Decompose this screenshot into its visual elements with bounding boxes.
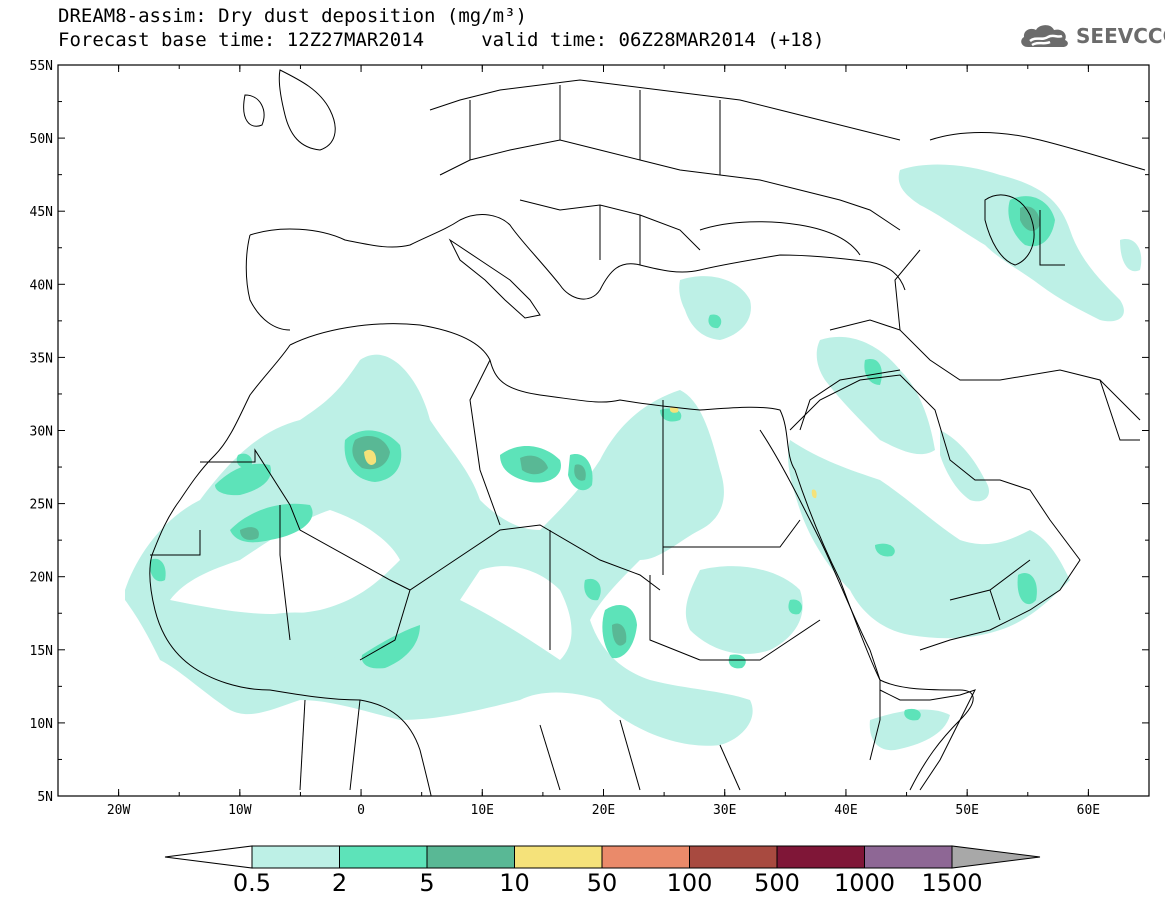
colorbar-under-triangle xyxy=(164,845,253,869)
lat-label: 10N xyxy=(30,717,53,732)
colorbar-swatch xyxy=(689,845,778,869)
colorbar-label: 50 xyxy=(587,869,618,897)
lat-label: 30N xyxy=(30,425,53,440)
lon-label: 10W xyxy=(228,803,252,818)
lat-label: 25N xyxy=(30,498,53,513)
longitude-axis: 20W 10W 0 10E 20E 30E 40E 50E 60E xyxy=(57,65,1150,818)
colorbar-label: 1000 xyxy=(834,869,895,897)
colorbar-label: 0.5 xyxy=(233,869,271,897)
lon-label: 20E xyxy=(592,803,615,818)
lon-label: 40E xyxy=(834,803,857,818)
dust-contours xyxy=(125,164,1142,751)
lat-label: 40N xyxy=(30,278,53,293)
lon-label: 0 xyxy=(357,803,365,818)
lat-label: 55N xyxy=(30,59,53,74)
colorbar-swatch xyxy=(601,845,690,869)
colorbar-label: 5 xyxy=(419,869,434,897)
colorbar-swatch xyxy=(426,845,515,869)
colorbar-swatch xyxy=(776,845,865,869)
colorbar-swatch xyxy=(251,845,340,869)
title-line-2: Forecast base time: 12Z27MAR2014 valid t… xyxy=(58,29,825,51)
colorbar-swatch xyxy=(514,845,603,869)
coastlines-and-borders xyxy=(149,69,1146,796)
lon-label: 50E xyxy=(955,803,978,818)
logo-text: SEEVCCC xyxy=(1076,24,1165,48)
lat-label: 35N xyxy=(30,351,53,366)
contour-level-10-50 xyxy=(364,406,817,499)
lat-label: 5N xyxy=(37,790,53,805)
lat-label: 20N xyxy=(30,571,53,586)
lat-label: 45N xyxy=(30,205,53,220)
colorbar-label: 1500 xyxy=(921,869,982,897)
colorbar: 0.5 2 5 10 50 100 500 1000 1500 xyxy=(164,845,1041,897)
colorbar-swatch xyxy=(339,845,428,869)
lon-label: 20W xyxy=(107,803,131,818)
lat-label: 15N xyxy=(30,644,53,659)
colorbar-over-triangle xyxy=(951,845,1041,869)
colorbar-label: 2 xyxy=(332,869,347,897)
colorbar-label: 100 xyxy=(667,869,713,897)
lon-label: 30E xyxy=(713,803,736,818)
map-title: DREAM8-assim: Dry dust deposition (mg/m³… xyxy=(58,4,824,52)
latitude-axis: 55N 50N 45N 40N 35N 30N 25N 20N 15N 10N 5N xyxy=(30,59,1149,805)
lat-label: 50N xyxy=(30,132,53,147)
colorbar-label: 500 xyxy=(754,869,800,897)
contour-level-0.5-2 xyxy=(125,164,1142,751)
lon-label: 60E xyxy=(1077,803,1100,818)
seevccc-logo: SEEVCCC xyxy=(1018,20,1165,52)
cloud-logo-icon xyxy=(1021,25,1068,47)
lon-label: 10E xyxy=(471,803,494,818)
colorbar-swatch xyxy=(864,845,953,869)
title-line-1: DREAM8-assim: Dry dust deposition (mg/m³… xyxy=(58,5,527,27)
colorbar-label: 10 xyxy=(499,869,530,897)
